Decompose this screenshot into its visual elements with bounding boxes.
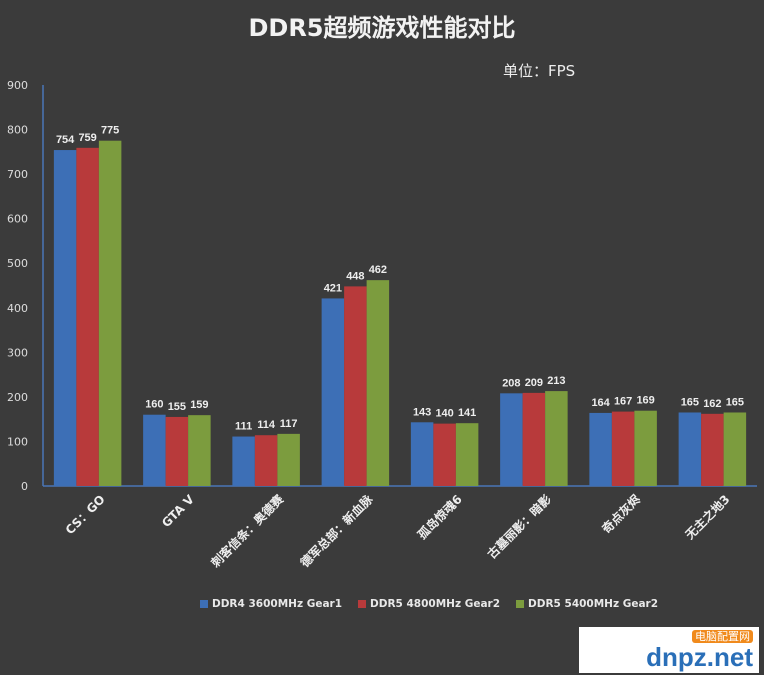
y-tick-label: 200 bbox=[7, 391, 28, 404]
x-tick-label: 刺客信条：奥德赛 bbox=[207, 491, 287, 571]
data-label: 775 bbox=[101, 125, 119, 137]
x-tick-label: 无主之地3 bbox=[681, 492, 732, 543]
legend-item: DDR4 3600MHz Gear1 bbox=[200, 598, 342, 610]
chart-title: DDR5超频游戏性能对比 bbox=[248, 14, 516, 42]
data-label: 167 bbox=[614, 396, 632, 408]
x-tick-label: 奇点灰烬 bbox=[599, 491, 644, 536]
data-label: 114 bbox=[257, 419, 276, 431]
bar bbox=[321, 298, 345, 486]
bar bbox=[76, 147, 99, 486]
bar bbox=[433, 423, 456, 486]
bar bbox=[344, 286, 367, 486]
watermark-cn: 电脑配置网 bbox=[692, 629, 753, 643]
data-label: 165 bbox=[681, 396, 699, 408]
y-tick-label: 400 bbox=[7, 302, 28, 315]
y-tick-label: 300 bbox=[7, 346, 28, 359]
bar bbox=[611, 411, 635, 486]
data-label: 448 bbox=[346, 270, 364, 282]
bar bbox=[53, 150, 77, 486]
x-tick-label: 古墓丽影：暗影 bbox=[484, 492, 554, 562]
watermark-logo: 电脑配置网 dnpz.net bbox=[579, 627, 759, 673]
watermark-text: dnpz.net bbox=[646, 641, 753, 672]
bar bbox=[98, 140, 122, 486]
data-label: 209 bbox=[525, 377, 543, 389]
legend-label: DDR5 4800MHz Gear2 bbox=[370, 598, 501, 610]
data-label: 213 bbox=[547, 375, 565, 387]
x-tick-label: GTA V bbox=[159, 492, 197, 530]
unit-label: 单位：FPS bbox=[503, 62, 576, 80]
legend-item: DDR5 5400MHz Gear2 bbox=[516, 598, 658, 610]
bar bbox=[634, 410, 657, 486]
legend-swatch bbox=[200, 600, 208, 608]
legend-label: DDR4 3600MHz Gear1 bbox=[212, 598, 343, 610]
legend-swatch bbox=[516, 600, 525, 608]
bar bbox=[254, 435, 278, 486]
data-label: 759 bbox=[78, 132, 96, 144]
data-label: 162 bbox=[703, 398, 721, 410]
bar bbox=[723, 412, 747, 486]
data-label: 140 bbox=[435, 408, 453, 420]
legend-swatch bbox=[358, 600, 367, 608]
y-tick-label: 0 bbox=[21, 480, 28, 493]
bar bbox=[678, 412, 702, 486]
bar bbox=[165, 416, 189, 486]
y-tick-label: 900 bbox=[7, 79, 28, 92]
data-label: 160 bbox=[145, 399, 163, 411]
bar bbox=[232, 436, 255, 486]
bar bbox=[701, 413, 724, 486]
y-tick-label: 600 bbox=[7, 213, 28, 226]
data-label: 208 bbox=[502, 377, 520, 389]
x-tick-label: 德军总部：新血脉 bbox=[297, 491, 376, 570]
data-label: 155 bbox=[168, 401, 186, 413]
bar bbox=[277, 433, 300, 486]
bar bbox=[143, 414, 166, 486]
bar bbox=[500, 393, 523, 486]
data-label: 159 bbox=[190, 399, 208, 411]
data-label: 754 bbox=[56, 134, 75, 146]
bar bbox=[545, 391, 568, 486]
data-label: 143 bbox=[413, 406, 431, 418]
data-label: 164 bbox=[591, 397, 610, 409]
data-label: 165 bbox=[726, 396, 744, 408]
bar bbox=[455, 423, 479, 486]
bar bbox=[188, 415, 211, 486]
y-tick-label: 700 bbox=[7, 168, 28, 181]
bar bbox=[366, 280, 390, 486]
y-tick-label: 800 bbox=[7, 124, 28, 137]
data-label: 421 bbox=[324, 282, 342, 294]
data-label: 111 bbox=[235, 421, 252, 433]
legend-label: DDR5 5400MHz Gear2 bbox=[528, 598, 659, 610]
y-tick-label: 100 bbox=[7, 435, 28, 448]
data-label: 462 bbox=[369, 264, 387, 276]
legend: DDR4 3600MHz Gear1 DDR5 4800MHz Gear2 DD… bbox=[200, 598, 658, 610]
data-label: 141 bbox=[458, 407, 476, 419]
bar bbox=[410, 422, 434, 486]
x-tick-label: 孤岛惊魂6 bbox=[414, 492, 464, 542]
data-label: 169 bbox=[636, 395, 654, 407]
y-tick-label: 500 bbox=[7, 257, 28, 270]
bar bbox=[589, 412, 612, 486]
x-tick-label: CS：GO bbox=[63, 492, 108, 537]
data-label: 117 bbox=[280, 418, 298, 430]
bar-chart: 0 100 200 300 400 500 600 700 800 900 754 759 775 CS：… bbox=[7, 79, 757, 571]
legend-item: DDR5 4800MHz Gear2 bbox=[358, 598, 500, 610]
bar bbox=[522, 392, 546, 486]
